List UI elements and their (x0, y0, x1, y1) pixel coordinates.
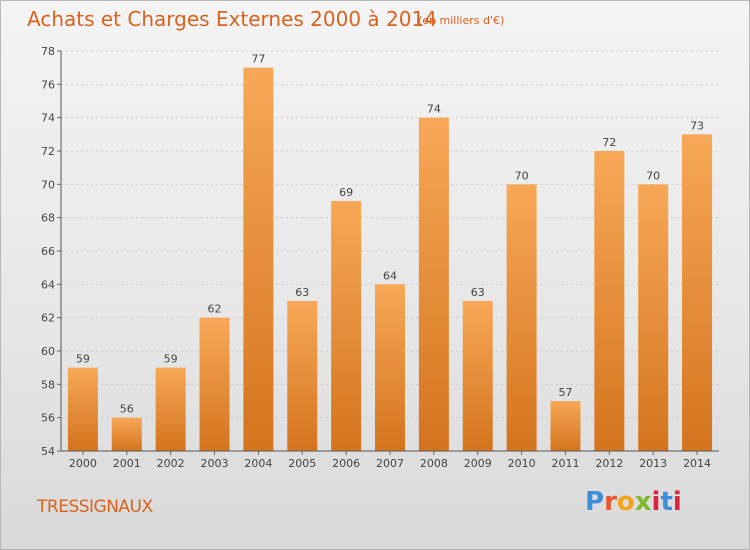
data-label-2006: 69 (339, 186, 353, 199)
x-tick-label-2009: 2009 (464, 457, 492, 470)
data-label-2008: 74 (427, 103, 441, 116)
chart-title: Achats et Charges Externes 2000 à 2014 (27, 7, 437, 31)
labels: 54 56 58 60 62 64 66 68 70 72 74 76 78 59 2000 56 2001 59… (41, 45, 711, 470)
y-tick-label: 78 (41, 45, 55, 58)
data-label-2009: 63 (471, 286, 485, 299)
data-label-2007: 64 (383, 269, 397, 282)
y-tick-label: 76 (41, 78, 55, 91)
y-tick-label: 74 (41, 112, 55, 125)
y-tick-label: 58 (41, 378, 55, 391)
y-tick-label: 56 (41, 412, 55, 425)
x-tick-label-2013: 2013 (639, 457, 667, 470)
y-tick-label: 62 (41, 312, 55, 325)
y-tick-label: 70 (41, 178, 55, 191)
data-label-2004: 77 (251, 53, 265, 66)
commune-name: TRESSIGNAUX (37, 497, 153, 517)
x-tick-label-2010: 2010 (508, 457, 536, 470)
x-tick-label-2012: 2012 (595, 457, 623, 470)
x-tick-label-2002: 2002 (157, 457, 185, 470)
bar-2000 (67, 367, 98, 451)
data-label-2012: 72 (602, 136, 616, 149)
bar-2006 (331, 201, 362, 451)
bar-2010 (506, 184, 537, 452)
y-tick-label: 64 (41, 278, 55, 291)
bar-2002 (155, 367, 186, 451)
bar-2011 (550, 401, 581, 451)
data-label-2003: 62 (208, 303, 222, 316)
bars (67, 67, 713, 452)
data-label-2013: 70 (646, 169, 660, 182)
bar-2013 (638, 184, 669, 452)
data-label-2001: 56 (120, 403, 134, 416)
bar-2003 (199, 317, 230, 451)
bar-2014 (682, 134, 713, 452)
y-tick-label: 72 (41, 145, 55, 158)
bar-2009 (462, 301, 493, 451)
data-label-2010: 70 (515, 169, 529, 182)
x-tick-label-2011: 2011 (551, 457, 579, 470)
bar-2012 (594, 151, 625, 451)
y-tick-label: 66 (41, 245, 55, 258)
y-tick-label: 60 (41, 345, 55, 358)
bar-2004 (243, 67, 274, 452)
data-label-2002: 59 (164, 353, 178, 366)
chart-subtitle: (en milliers d'€) (418, 14, 505, 27)
data-label-2014: 73 (690, 119, 704, 132)
data-label-2000: 59 (76, 353, 90, 366)
data-label-2005: 63 (295, 286, 309, 299)
proxiti-logo: Proxiti (585, 487, 682, 517)
y-tick-label: 54 (41, 445, 55, 458)
axes (57, 50, 719, 455)
bar-2007 (375, 284, 405, 451)
x-tick-label-2004: 2004 (244, 457, 272, 470)
x-tick-label-2005: 2005 (288, 457, 316, 470)
bar-2008 (418, 117, 449, 452)
x-tick-label-2000: 2000 (69, 457, 97, 470)
x-tick-label-2003: 2003 (201, 457, 229, 470)
data-label-2011: 57 (558, 386, 572, 399)
x-tick-label-2014: 2014 (683, 457, 711, 470)
x-tick-label-2008: 2008 (420, 457, 448, 470)
y-tick-label: 68 (41, 212, 55, 225)
x-tick-label-2007: 2007 (376, 457, 404, 470)
bar-2001 (111, 417, 142, 451)
x-tick-label-2001: 2001 (113, 457, 141, 470)
x-tick-label-2006: 2006 (332, 457, 360, 470)
bar-2005 (287, 301, 318, 451)
